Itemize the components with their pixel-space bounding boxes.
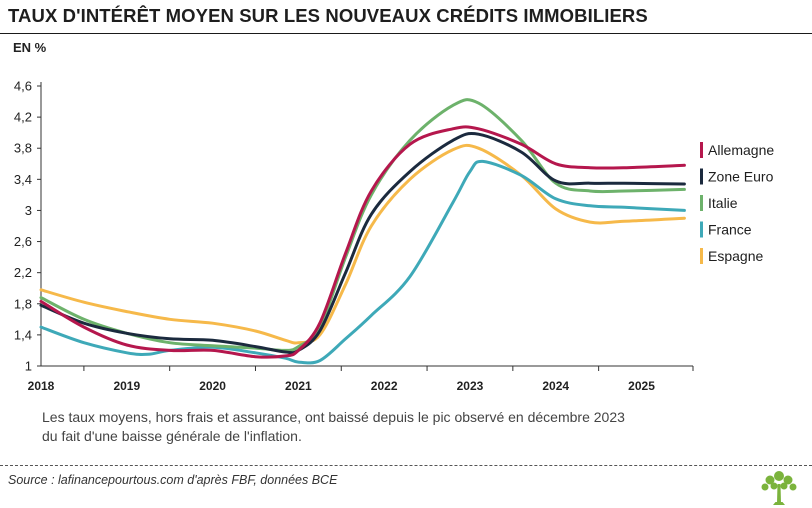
y-tick-label: 4,6 [14,79,32,94]
y-axis-unit-label: EN % [13,40,47,55]
x-tick-label: 2021 [285,379,312,393]
y-tick-label: 1 [25,359,32,374]
chart-note: Les taux moyens, hors frais et assurance… [42,408,742,446]
chart-legend: Allemagne Zone Euro Italie France Espagne [700,142,774,264]
legend-label-zone-euro: Zone Euro [708,169,774,185]
y-tick-label: 2,6 [14,234,32,249]
y-tick-label: 2,2 [14,265,32,280]
legend-label-allemagne: Allemagne [708,142,774,158]
legend-swatch-allemagne [700,142,703,158]
legend-label-france: France [708,222,752,238]
x-tick-label: 2020 [199,379,226,393]
y-tick-label: 3,8 [14,141,32,156]
tree-logo-icon [761,471,797,505]
chart-series [39,98,686,365]
legend-swatch-zone-euro [700,168,703,185]
legend-swatch-italie [700,195,703,211]
y-tick-label: 1,8 [14,296,32,311]
legend-swatch-espagne [700,248,703,264]
x-tick-label: 2022 [371,379,398,393]
x-tick-label: 2019 [113,379,140,393]
series-line-france [39,159,686,365]
y-tick-label: 1,4 [14,327,32,342]
legend-swatch-france [700,221,703,238]
series-line-espagne [39,143,686,345]
source-note: Source : lafinancepourtous.com d'après F… [8,473,338,487]
y-tick-label: 3 [25,203,32,218]
footer-divider [0,465,812,466]
chart-title: TAUX D'INTÉRÊT MOYEN SUR LES NOUVEAUX CR… [8,5,648,26]
y-tick-label: 3,4 [14,172,32,187]
chart-note-line-1: Les taux moyens, hors frais et assurance… [42,409,625,425]
chart-note-line-2: du fait d'une baisse générale de l'infla… [42,428,302,444]
y-tick-label: 4,2 [14,110,32,125]
legend-label-espagne: Espagne [708,248,763,264]
series-line-allemagne [39,125,686,359]
title-divider [0,33,812,34]
x-tick-label: 2018 [28,379,55,393]
legend-label-italie: Italie [708,195,738,211]
chart-axes: 1 1,4 1,8 2,2 2,6 3 3,4 3,8 4,2 4,6 2018 2019 2020 20… [14,79,694,393]
x-tick-label: 2023 [457,379,484,393]
x-tick-label: 2025 [628,379,655,393]
series-line-zone-euro [39,131,686,355]
x-tick-label: 2024 [542,379,569,393]
